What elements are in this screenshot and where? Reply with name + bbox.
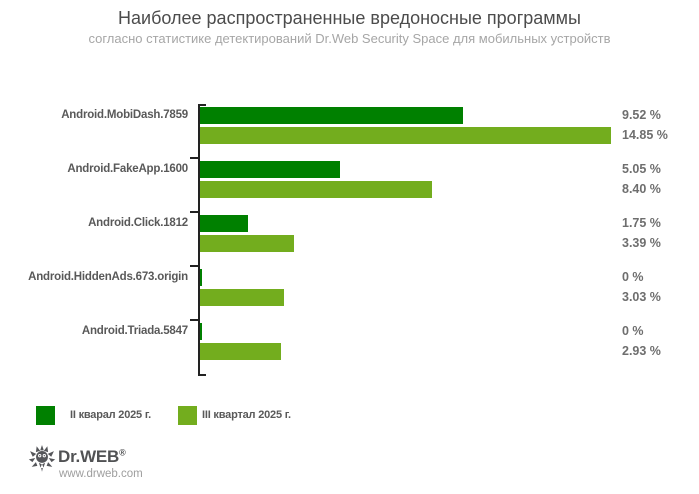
value-label-q2: 1.75 % [622,216,661,230]
legend-label-q3: III квартал 2025 г. [202,409,291,421]
category-label: Android.FakeApp.1600 [67,163,188,175]
value-label-q3: 8.40 % [622,182,661,196]
chart-subtitle: согласно статистике детектирований Dr.We… [88,31,611,46]
legend-label-q2: II кварал 2025 г. [70,409,151,421]
axis-tick [190,157,198,159]
brand-name-text: Dr.WEB [58,447,120,466]
y-axis-line [198,104,200,376]
value-label-q2: 5.05 % [622,162,661,176]
axis-tick [190,319,198,321]
axis-tick [190,265,198,267]
value-label-q2: 9.52 % [622,108,661,122]
axis-cap-bottom [198,374,206,376]
legend-swatch-q3 [178,406,197,425]
bar-q2 [200,215,249,232]
value-label-q2: 0 % [622,270,644,284]
bar-q3 [200,289,284,306]
value-label-q3: 3.39 % [622,236,661,250]
bar-q3 [200,235,294,252]
bar-q2 [200,323,202,340]
bar-q3 [200,127,611,144]
value-label-q2: 0 % [622,324,644,338]
axis-cap-top [198,104,206,106]
bar-q3 [200,181,433,198]
bar-q2 [200,269,202,286]
category-label: Android.MobiDash.7859 [61,109,188,121]
value-label-q3: 3.03 % [622,290,661,304]
value-label-q3: 14.85 % [622,128,668,142]
category-label: Android.HiddenAds.673.origin [28,271,188,283]
legend-swatch-q2 [36,406,55,425]
bar-q2 [200,161,340,178]
brand-url: www.drweb.com [59,468,143,480]
registered-mark: ® [119,447,126,458]
category-label: Android.Triada.5847 [81,325,188,337]
value-label-q3: 2.93 % [622,344,661,358]
chart-title: Наиболее распространенные вредоносные пр… [118,8,581,28]
bar-q3 [200,343,282,360]
bar-chart-plot: Android.MobiDash.7859 9.52 % 14.85 % Androi… [0,104,699,376]
drweb-spider-logo-icon [28,445,56,472]
axis-tick [190,211,198,213]
category-label: Android.Click.1812 [88,217,188,229]
brand-name: Dr.WEB® [58,447,126,467]
bar-q2 [200,107,464,124]
